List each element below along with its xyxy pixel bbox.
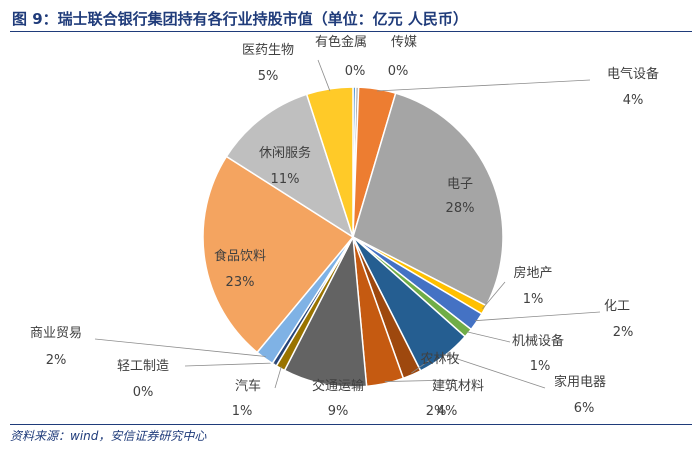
pie-slice-11 [283,234,368,388]
slice-percent-label: 0% [133,385,154,400]
source-note: 资料来源：wind，安信证券研究中心 [10,429,207,443]
title-bar: 图 9：瑞士联合银行集团持有各行业持股市值（单位：亿元 人民币） [10,7,692,32]
slice-name-label: 交通运输 [312,378,364,394]
leader-line [443,353,546,389]
slice-percent-label: 23% [226,275,255,290]
leader-line [377,79,591,92]
slice-percent-label: 2% [46,353,67,368]
leader-line [317,59,331,91]
figure-title: 图 9：瑞士联合银行集团持有各行业持股市值（单位：亿元 人民币） [12,10,468,28]
leader-line [482,281,506,310]
leader-line [94,338,266,357]
slice-percent-label: 0% [345,64,366,79]
slice-name-label: 休闲服务 [259,145,311,161]
slice-name-label: 家用电器 [554,374,606,390]
slice-name-label: 化工 [604,299,630,314]
leader-line [274,366,282,389]
pie-slice-16 [225,93,355,239]
slice-percent-label: 6% [574,401,595,416]
slice-name-label: 有色金属 [315,34,367,50]
slice-name-label: 电气设备 [607,66,659,82]
slice-name-label: 机械设备 [512,333,564,349]
slice-name-label: 医药生物 [242,43,294,58]
slice-percent-label: 0% [388,64,409,79]
leader-line [184,362,276,367]
slice-name-label: 传媒 [391,35,417,50]
slice-name-label: 建筑材料 [432,378,484,394]
slice-percent-label: 9% [328,404,349,419]
slice-percent-label: 5% [258,69,279,84]
pie-slice-17 [305,86,354,238]
slice-percent-label: 1% [530,359,551,374]
slice-name-label: 商业贸易 [30,326,82,341]
pie-slice-4 [352,92,504,307]
leader-line [466,331,511,343]
slice-percent-label: 2% [426,404,447,419]
slice-percent-label: 1% [523,292,544,307]
slice-name-label: 汽车 [235,378,261,394]
slice-percent-label: 4% [623,93,644,108]
slice-name-label: 轻工制造 [117,359,169,374]
footer-divider [10,424,692,425]
leader-line [384,379,456,382]
slice-percent-label: 2% [613,325,634,340]
slice-percent-label: 11% [271,172,300,187]
slice-name-label: 房地产 [513,265,552,281]
slice-percent-label: 4% [437,404,458,419]
leader-line [475,311,601,322]
pie-slice-15 [202,155,355,354]
slice-name-label: 农林牧 [420,352,459,367]
slice-name-label: 电子 [447,177,473,192]
leader-line [411,359,431,374]
slice-percent-label: 1% [232,404,253,419]
slice-name-label: 食品饮料 [214,248,266,264]
slice-percent-label: 28% [446,201,475,216]
